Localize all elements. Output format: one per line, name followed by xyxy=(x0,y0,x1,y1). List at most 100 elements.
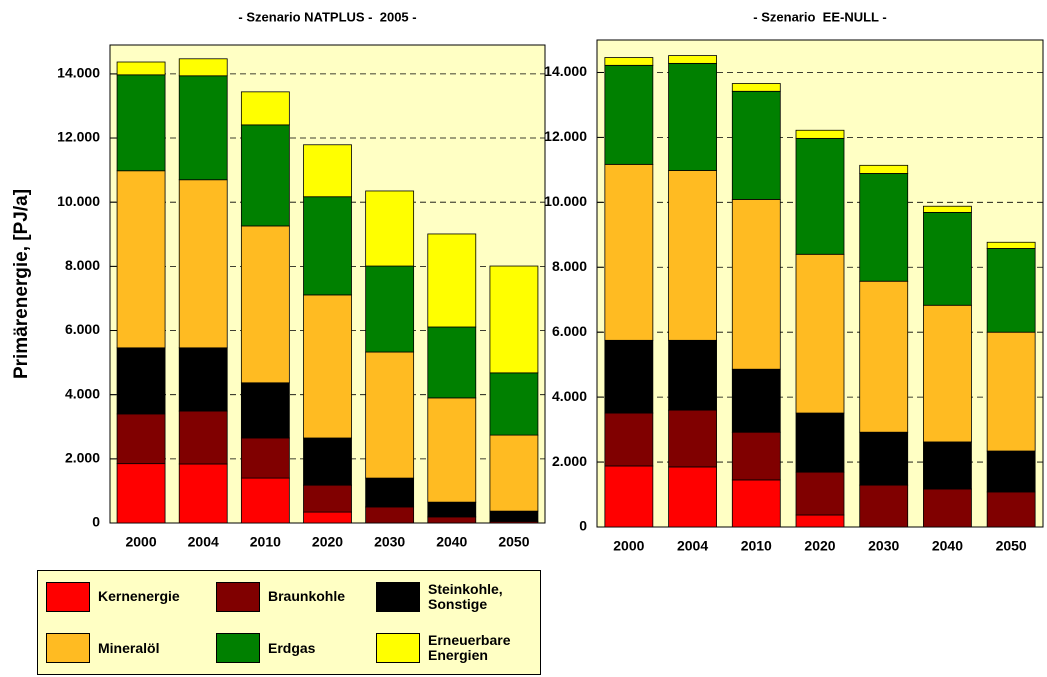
bar-segment xyxy=(795,412,845,473)
x-tick-label: 2010 xyxy=(741,538,772,554)
bar-segment xyxy=(240,477,290,524)
x-tick-label: 2030 xyxy=(374,534,405,550)
legend-item: Steinkohle, Sonstige xyxy=(376,580,546,612)
charts: Primärenergie, [PJ/a] - Szenario NATPLUS… xyxy=(11,9,1044,554)
bar-segment xyxy=(178,75,228,181)
bar-segment xyxy=(859,164,909,174)
bar-segment xyxy=(731,431,781,481)
bar-segment xyxy=(240,91,290,126)
bar-segment xyxy=(795,137,845,255)
bar-segment xyxy=(731,83,781,92)
legend-item: Erneuerbare Energien xyxy=(376,632,546,664)
x-tick-label: 2010 xyxy=(250,534,281,550)
bar-segment xyxy=(604,465,654,528)
bar-segment xyxy=(795,471,845,516)
bar-segment xyxy=(365,477,415,508)
bar-segment xyxy=(303,144,352,198)
bar-segment xyxy=(116,347,166,415)
bar-segment xyxy=(731,199,781,370)
bar-segment xyxy=(923,441,972,490)
x-tick-label: 2004 xyxy=(188,534,219,550)
bar-segment xyxy=(604,163,654,341)
bar-segment xyxy=(859,484,909,528)
bar-segment xyxy=(489,372,539,436)
bar-segment xyxy=(986,248,1036,333)
legend-item: Mineralöl xyxy=(46,633,216,664)
y-tick-label: 0 xyxy=(92,514,100,530)
legend-item: Erdgas xyxy=(216,633,376,664)
bar-segment xyxy=(303,294,352,439)
legend-swatch xyxy=(216,633,260,664)
bar-segment xyxy=(923,205,972,213)
legend: Kernenergie Braunkohle Steinkohle, Sonstig… xyxy=(37,570,541,675)
y-tick-label: 8.000 xyxy=(552,258,587,274)
bar-segment xyxy=(240,225,290,384)
bar-segment xyxy=(859,280,909,433)
bar-segment xyxy=(365,190,415,267)
bar-segment xyxy=(986,331,1036,452)
bar-segment xyxy=(116,170,166,349)
bar-segment xyxy=(923,211,972,306)
bar-segment xyxy=(668,170,717,341)
bar-segment xyxy=(489,265,539,374)
bar-segment xyxy=(986,491,1036,528)
y-tick-label: 4.000 xyxy=(65,385,100,401)
y-tick-label: 6.000 xyxy=(552,323,587,339)
x-tick-label: 2030 xyxy=(868,538,899,554)
y-tick-label: 2.000 xyxy=(65,450,100,466)
y-tick-label: 10.000 xyxy=(544,193,587,209)
bar-segment xyxy=(240,437,290,479)
bar-segment xyxy=(427,516,477,524)
bar-segment xyxy=(489,510,539,522)
y-tick-label: 8.000 xyxy=(65,257,100,273)
bar-segment xyxy=(604,64,654,165)
bar-segment xyxy=(427,233,477,328)
legend-swatch xyxy=(216,581,260,612)
bar-segment xyxy=(178,410,228,465)
bar-segment xyxy=(795,514,845,528)
bar-segment xyxy=(178,463,228,524)
legend-item: Kernenergie xyxy=(46,581,216,612)
x-tick-label: 2000 xyxy=(125,534,156,550)
y-tick-label: 4.000 xyxy=(552,388,587,404)
bar-segment xyxy=(604,412,654,467)
chart-title: - Szenario NATPLUS - 2005 - xyxy=(238,9,416,24)
bar-segment xyxy=(668,62,717,171)
bar-segment xyxy=(303,511,352,524)
y-tick-label: 14.000 xyxy=(57,65,100,81)
y-tick-label: 0 xyxy=(579,518,587,534)
legend-item: Braunkohle xyxy=(216,581,376,612)
legend-swatch xyxy=(376,581,420,612)
bar-segment xyxy=(427,501,477,518)
x-tick-label: 2020 xyxy=(804,538,835,554)
chart-title: - Szenario EE-NULL - xyxy=(753,9,886,24)
bar-segment xyxy=(668,409,717,468)
bar-segment xyxy=(116,61,166,76)
legend-swatch xyxy=(46,581,90,612)
legend-label: Erneuerbare Energien xyxy=(428,632,511,664)
bar-segment xyxy=(116,463,166,524)
bar-segment xyxy=(668,55,717,64)
bar-segment xyxy=(923,304,972,443)
x-tick-label: 2000 xyxy=(613,538,644,554)
bar-segment xyxy=(240,382,290,439)
legend-label: Erdgas xyxy=(268,639,316,656)
x-tick-label: 2050 xyxy=(498,534,529,550)
bar-segment xyxy=(668,466,717,528)
x-tick-label: 2020 xyxy=(312,534,343,550)
legend-swatch xyxy=(376,633,420,664)
bar-segment xyxy=(178,58,228,77)
x-tick-label: 2040 xyxy=(436,534,467,550)
bar-segment xyxy=(604,339,654,414)
bar-segment xyxy=(116,74,166,172)
bar-segment xyxy=(116,413,166,465)
legend-label: Kernenergie xyxy=(98,588,180,605)
legend-swatch xyxy=(46,633,90,664)
y-axis-label: Primärenergie, [PJ/a] xyxy=(11,189,32,379)
bar-segment xyxy=(795,129,845,139)
bar-segment xyxy=(365,506,415,524)
y-tick-label: 12.000 xyxy=(57,129,100,145)
legend-label: Steinkohle, Sonstige xyxy=(428,580,503,612)
bar-segment xyxy=(795,253,845,414)
